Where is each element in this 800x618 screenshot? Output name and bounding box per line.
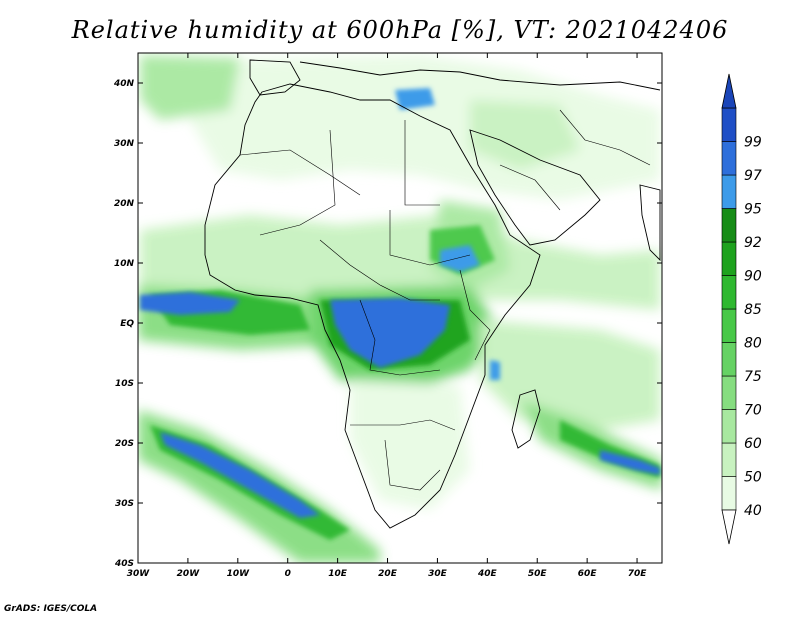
colorbar-level-label: 40 [744,503,762,519]
colorbar-swatch [721,442,737,477]
rh-zone-north-africa [190,55,660,200]
colorbar-swatch [721,107,737,142]
colorbar-level-label: 97 [744,168,762,184]
rh-zone-sahel [140,215,660,310]
lon-tick-label: 0 [285,569,291,579]
colorbar-level-label: 85 [744,302,762,318]
lat-tick-label: 40S [114,559,134,569]
lon-tick-label: 70E [628,569,648,579]
lon-tick-label: 30E [428,569,448,579]
lat-tick-label: 30S [115,499,134,509]
colorbar-swatch [721,141,737,176]
border-sahara-c [259,129,336,236]
rh-saturated-crete [395,88,435,110]
map-title: Relative humidity at 600hPa [%], VT: 202… [71,16,729,44]
colorbar-swatch [721,342,737,377]
lon-tick-label: 30W [127,569,151,579]
colorbar-under-arrow [721,509,737,545]
rh-saturated-mozambique-channel [490,360,500,380]
colorbar-level-label: 50 [744,470,762,486]
colorbar-swatch [721,409,737,444]
lat-tick-label: 40N [113,79,135,89]
geography-outlines [204,59,661,529]
border-south-2 [384,439,441,491]
coastline-madagascar [511,389,541,449]
lon-tick-label: 40E [477,569,498,579]
lat-tick-label: 30N [114,139,135,149]
coastline-arabia [469,129,601,246]
colorbar-level-label: 95 [744,202,762,218]
colorbar-swatch [721,241,737,276]
rh-saturated-congo [330,298,450,368]
plot-frame [137,52,663,564]
colorbar-swatch [721,308,737,343]
rh-saturated-atlantic [140,292,240,315]
lon-tick-label: 60E [578,569,598,579]
lon-tick-label: 10E [328,569,348,579]
lat-tick-label: 20N [114,199,135,209]
colorbar-swatch [721,275,737,310]
rh-zone-northwest-swirl [140,55,240,120]
colorbar: 40 50 60 70 75 80 85 90 92 95 97 99 [721,73,762,545]
coastline-africa [204,83,541,529]
border-libya-egypt [404,120,440,206]
lon-tick-label: 10W [227,569,251,579]
border-arabia [499,164,561,211]
humidity-field [138,55,662,563]
rh-zone-arabia [470,100,580,170]
colorbar-swatch [721,208,737,243]
map-axes: 30W 20W 10W 0 10E 20E 30E 40E 50E 60E 70E 40N 30N 20N… [113,53,662,579]
colorbar-swatch [721,476,737,511]
colorbar-swatch [721,174,737,209]
colorbar-swatch [721,375,737,410]
colorbar-level-label: 92 [744,235,762,251]
rh-zone-southern-africa [350,380,470,510]
colorbar-level-label: 70 [744,403,762,419]
colorbar-level-label: 60 [744,436,762,452]
coastline-europe-north [299,61,661,91]
lon-tick-label: 50E [528,569,548,579]
border-congo [359,299,441,376]
border-asia [559,109,651,166]
border-sudan [389,210,471,266]
border-east [459,269,491,361]
lat-tick-label: 20S [115,439,134,449]
coastline-india [639,184,661,262]
colorbar-level-label: 90 [744,269,762,285]
border-south-1 [350,419,456,431]
lat-tick-label: EQ [120,319,134,329]
lon-tick-label: 20E [378,569,398,579]
colorbar-level-label: 75 [744,369,762,385]
coastline-iberia [249,59,301,96]
border-central [319,239,440,301]
credit-label: GrADS: IGES/COLA [4,604,98,614]
lat-tick-label: 10N [114,259,135,269]
colorbar-level-label: 80 [744,336,762,352]
rh-saturated-south-atlantic [160,432,320,518]
rh-saturated-ethiopia [440,245,480,272]
colorbar-level-label: 99 [744,135,762,151]
colorbar-over-arrow [721,73,737,109]
lat-tick-label: 10S [115,379,134,389]
border-sahara-w [239,149,361,196]
lon-tick-label: 20W [177,569,201,579]
rh-saturated-south-indian [600,450,660,475]
